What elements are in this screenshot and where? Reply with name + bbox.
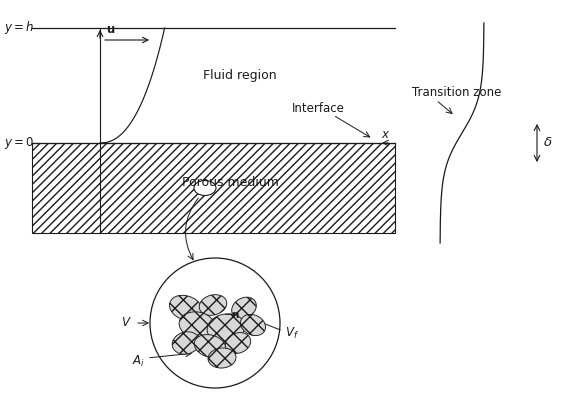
Text: $V$: $V$ xyxy=(121,316,132,330)
Circle shape xyxy=(150,258,280,388)
Ellipse shape xyxy=(225,333,251,353)
Text: $\delta$: $\delta$ xyxy=(543,137,553,150)
Ellipse shape xyxy=(194,181,216,195)
Text: $A_i$: $A_i$ xyxy=(132,353,145,369)
Ellipse shape xyxy=(241,314,266,336)
Ellipse shape xyxy=(232,297,257,319)
Text: Transition zone: Transition zone xyxy=(412,86,501,100)
Text: $V_f$: $V_f$ xyxy=(285,326,299,341)
Text: Porous medium: Porous medium xyxy=(181,176,279,189)
Text: $\mathbf{u}$: $\mathbf{u}$ xyxy=(106,23,115,36)
Text: $x$: $x$ xyxy=(381,129,390,142)
Text: Interface: Interface xyxy=(292,101,345,115)
Ellipse shape xyxy=(170,295,202,321)
Ellipse shape xyxy=(208,348,236,368)
Text: $-\mathbf{n}$: $-\mathbf{n}$ xyxy=(223,310,240,320)
Text: $y = h$: $y = h$ xyxy=(4,20,34,37)
Bar xyxy=(32,143,395,233)
Ellipse shape xyxy=(207,314,245,342)
Ellipse shape xyxy=(194,335,225,357)
Ellipse shape xyxy=(179,312,215,338)
Text: Fluid region: Fluid region xyxy=(203,69,277,82)
Ellipse shape xyxy=(199,295,227,315)
Text: $y = 0$: $y = 0$ xyxy=(4,135,34,151)
Ellipse shape xyxy=(172,332,200,354)
